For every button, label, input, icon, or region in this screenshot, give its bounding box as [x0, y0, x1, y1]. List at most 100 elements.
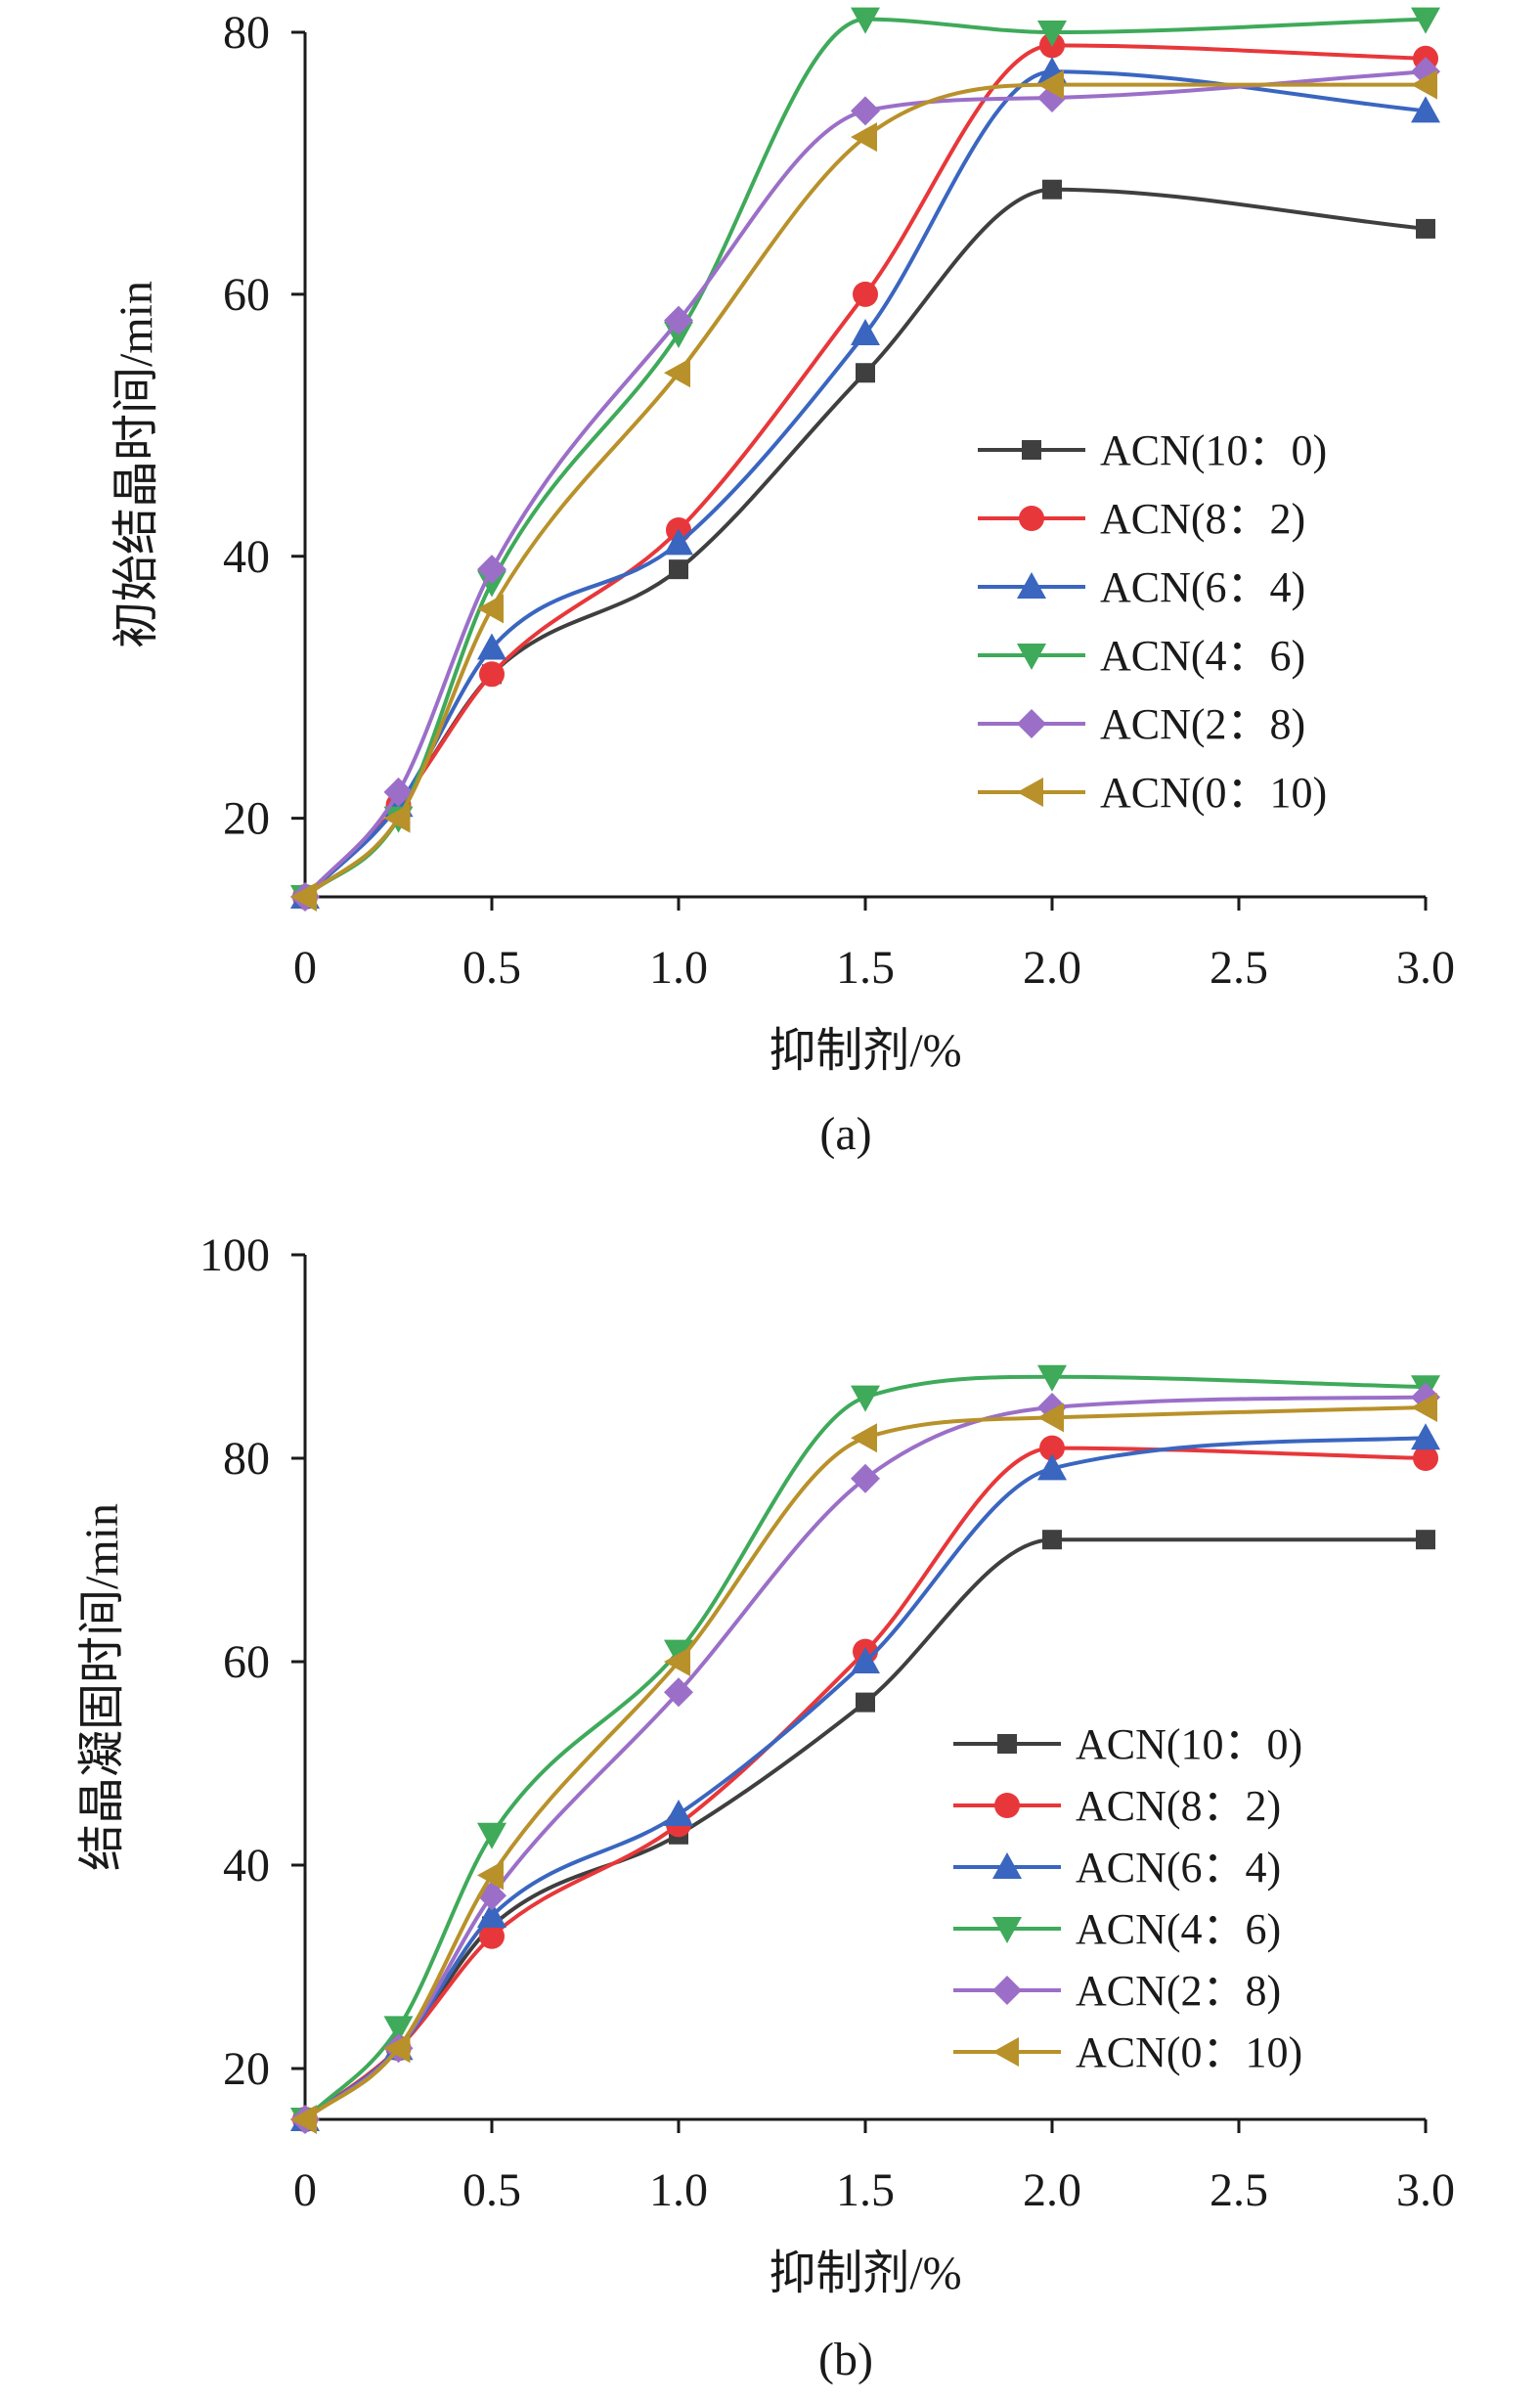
series-line	[303, 1446, 1427, 2121]
data-point	[856, 1692, 875, 1713]
y-tick-label: 40	[223, 1840, 270, 1892]
data-point	[1042, 179, 1062, 200]
data-point	[851, 1463, 880, 1493]
legend-marker	[1017, 709, 1046, 738]
data-point	[669, 559, 688, 580]
data-point	[1037, 1364, 1067, 1392]
legend-label: ACN(2：8)	[1076, 1967, 1281, 2015]
legend-marker	[997, 1734, 1017, 1754]
series-line	[303, 17, 1427, 899]
legend-marker	[1017, 778, 1043, 807]
x-tick-label: 2.0	[1023, 2164, 1081, 2216]
legend-item: ACN(0：10)	[953, 2028, 1302, 2076]
data-point	[851, 319, 880, 346]
data-point	[479, 661, 505, 688]
data-point	[383, 2016, 414, 2043]
y-axis-label: 结晶凝固时间/min	[76, 1503, 128, 1871]
x-tick-label: 1.5	[836, 2164, 895, 2216]
x-tick-label: 1.5	[836, 942, 895, 994]
data-point	[290, 882, 317, 912]
series-acn-4-6	[290, 1364, 1440, 2134]
chart-panel-1: 20 40 60 80 0 0.5 1.0 1.5 2.0 2.5 3.0 抑制剂/% 初始结晶时间/m…	[110, 7, 1455, 1160]
data-point	[853, 281, 878, 307]
series-acn-6-4	[290, 1423, 1440, 2131]
data-point	[383, 803, 411, 833]
legend-item: ACN(8：2)	[953, 1782, 1281, 1830]
legend-item: ACN(6：4)	[978, 563, 1305, 611]
x-tick-label: 0.5	[462, 2164, 521, 2216]
data-point	[1413, 1446, 1438, 1471]
series-line	[303, 69, 1427, 899]
data-point	[664, 528, 693, 556]
y-tick-label: 40	[223, 531, 270, 583]
legend-marker	[992, 2037, 1019, 2067]
x-tick-label: 2.5	[1210, 2164, 1268, 2216]
legend-marker	[1017, 572, 1046, 599]
data-point	[851, 7, 880, 34]
x-tick-label: 1.0	[649, 2164, 708, 2216]
legend-label: ACN(10：0)	[1100, 426, 1327, 474]
data-point	[1042, 1530, 1062, 1550]
data-point	[477, 594, 504, 624]
y-tick-label: 20	[223, 2043, 270, 2095]
data-point	[1416, 218, 1435, 239]
legend-marker	[992, 1976, 1022, 2005]
x-tick-label: 3.0	[1396, 942, 1455, 994]
y-tick-label: 60	[223, 1636, 270, 1688]
data-point	[290, 2105, 317, 2134]
series-acn-0-10	[290, 1393, 1437, 2134]
legend: ACN(10：0) ACN(8：2) ACN(6：4) ACN(4：6) ACN(2：8…	[978, 426, 1327, 817]
data-point	[1037, 69, 1064, 100]
x-tick-label: 3.0	[1396, 2164, 1455, 2216]
legend-item: ACN(10：0)	[953, 1720, 1302, 1768]
x-axis-label: 抑制剂/%	[769, 2248, 961, 2299]
x-tick-label: 0.5	[462, 942, 521, 994]
legend-item: ACN(8：2)	[978, 495, 1305, 543]
x-tick-label: 1.0	[649, 942, 708, 994]
x-tick-label: 0	[293, 942, 317, 994]
x-tick-label: 2.0	[1023, 942, 1081, 994]
data-point	[664, 1639, 693, 1667]
data-point	[477, 1901, 506, 1928]
legend-item: ACN(10：0)	[978, 426, 1327, 474]
legend-marker	[1019, 506, 1044, 531]
data-point	[1037, 1453, 1067, 1481]
data-point	[1411, 96, 1440, 123]
data-point	[851, 122, 877, 153]
y-tick-label: 20	[223, 793, 270, 845]
legend-label: ACN(8：2)	[1100, 495, 1305, 543]
data-point	[664, 1647, 690, 1676]
data-point	[1411, 1393, 1437, 1422]
legend-label: ACN(4：6)	[1100, 632, 1305, 680]
data-point	[383, 777, 414, 807]
data-point	[856, 363, 875, 383]
data-point	[851, 1647, 880, 1673]
data-point	[383, 2033, 411, 2064]
series-line	[303, 1405, 1427, 2121]
legend-marker	[1017, 644, 1046, 670]
panel-label: (a)	[819, 1108, 871, 1160]
legend-item: ACN(4：6)	[953, 1905, 1281, 1953]
legend-label: ACN(4：6)	[1076, 1905, 1281, 1953]
legend-item: ACN(0：10)	[978, 769, 1327, 817]
data-point	[664, 358, 690, 388]
legend-label: ACN(0：10)	[1100, 769, 1327, 817]
legend: ACN(10：0) ACN(8：2) ACN(6：4) ACN(4：6) ACN(2：8…	[953, 1720, 1302, 2076]
data-point	[477, 633, 506, 660]
series-line	[303, 1374, 1427, 2121]
legend-item: ACN(4：6)	[978, 632, 1305, 680]
legend-label: ACN(0：10)	[1076, 2028, 1302, 2076]
data-point	[664, 1677, 693, 1708]
series-line	[303, 82, 1426, 899]
data-point	[664, 1800, 693, 1826]
y-tick-label: 100	[199, 1229, 270, 1281]
x-axis-label: 抑制剂/%	[769, 1025, 961, 1077]
y-tick-label: 60	[223, 269, 270, 321]
data-point	[851, 1423, 877, 1453]
data-point	[1411, 7, 1440, 34]
data-point	[1411, 1423, 1440, 1450]
data-point	[477, 1860, 504, 1891]
x-tick-label: 0	[293, 2164, 317, 2216]
